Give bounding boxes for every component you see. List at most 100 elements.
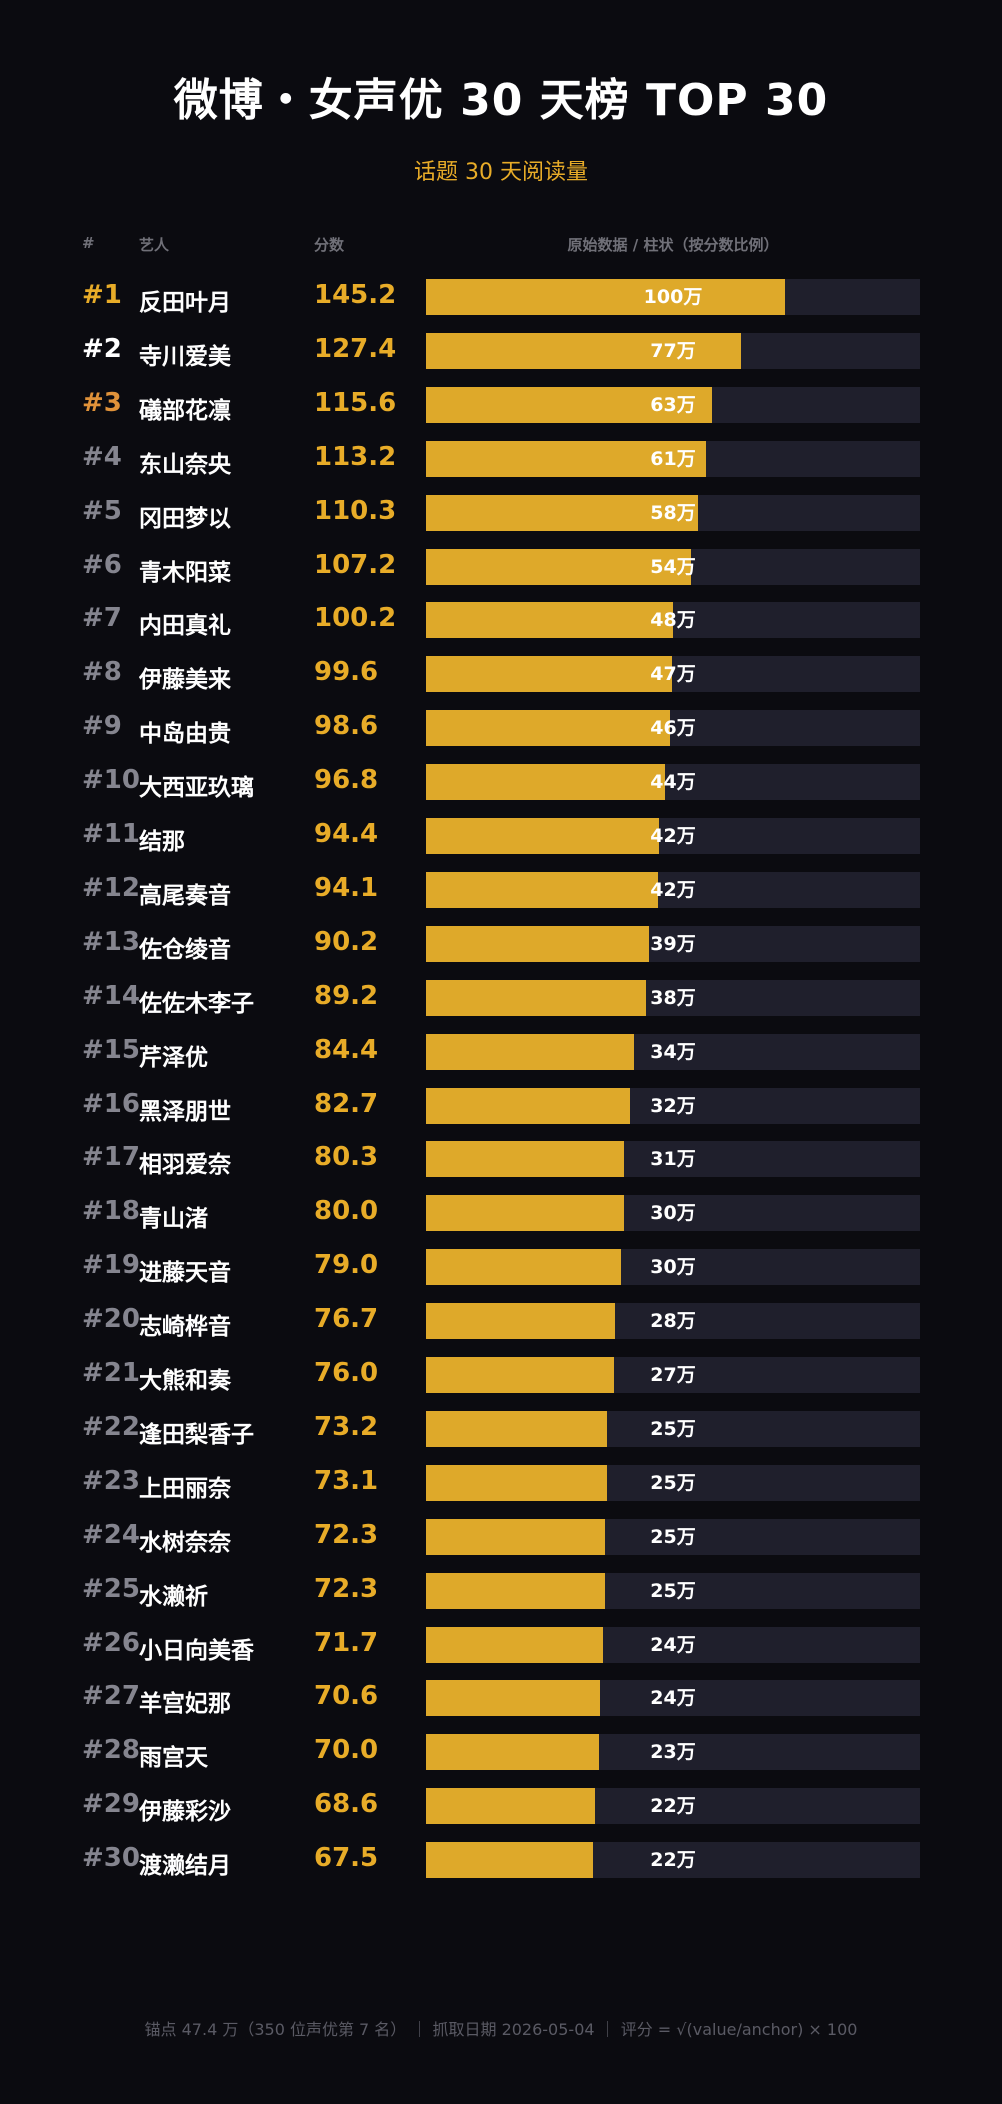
bar-fill — [426, 710, 670, 747]
bar-track: 28万 — [426, 1303, 920, 1340]
bar-track: 24万 — [426, 1626, 920, 1663]
bar-track: 42万 — [426, 818, 920, 854]
table-row: #21 大熊和奏 76.0 27万 — [0, 1348, 1002, 1402]
bar-track: 27万 — [426, 1357, 920, 1393]
table-row: #12 高尾奏音 94.1 42万 — [0, 863, 1002, 917]
raw-data-label: 48万 — [650, 609, 696, 632]
bar-track: 30万 — [426, 1249, 920, 1286]
column-header-rank: # — [82, 234, 95, 252]
bar-fill — [426, 1518, 605, 1555]
rank-label: #22 — [82, 1411, 140, 1442]
score-value: 80.3 — [314, 1142, 379, 1173]
score-value: 73.1 — [314, 1465, 379, 1496]
bar-fill — [426, 1680, 601, 1717]
raw-data-label: 25万 — [650, 1579, 696, 1602]
raw-data-label: 24万 — [650, 1633, 696, 1656]
rank-label: #28 — [82, 1735, 140, 1766]
artist-name: 内田真礼 — [139, 613, 231, 640]
raw-data-label: 100万 — [643, 286, 703, 308]
table-row: #30 渡濑结月 67.5 22万 — [0, 1833, 1002, 1887]
chart-title: 微博・女声优 30 天榜 TOP 30 — [173, 75, 829, 126]
artist-name: 雨宫天 — [139, 1745, 208, 1772]
bar-fill — [426, 1033, 635, 1070]
raw-data-label: 30万 — [650, 1202, 696, 1225]
rank-label: #10 — [82, 765, 140, 796]
rank-label: #8 — [82, 657, 122, 688]
artist-name: 高尾奏音 — [139, 882, 231, 909]
bar-fill — [426, 1572, 605, 1609]
raw-data-label: 22万 — [650, 1849, 696, 1872]
raw-data-label: 25万 — [650, 1417, 696, 1440]
raw-data-label: 32万 — [650, 1094, 696, 1117]
bar-track: 22万 — [426, 1842, 920, 1879]
artist-name: 反田叶月 — [139, 290, 231, 316]
artist-name: 水树奈奈 — [139, 1529, 231, 1556]
table-row: #3 礒部花凛 115.6 63万 — [0, 378, 1002, 432]
bar-fill — [426, 1734, 599, 1771]
artist-name: 大熊和奏 — [139, 1368, 231, 1394]
raw-data-label: 22万 — [650, 1795, 696, 1818]
artist-name: 羊宫妃那 — [139, 1691, 231, 1718]
raw-data-label: 63万 — [650, 393, 696, 416]
raw-data-label: 23万 — [650, 1741, 696, 1764]
table-row: #6 青木阳菜 107.2 54万 — [0, 540, 1002, 594]
table-row: #17 相羽爱奈 80.3 31万 — [0, 1132, 1002, 1186]
bar-fill — [426, 1357, 614, 1393]
bar-track: 39万 — [426, 925, 920, 962]
bar-track: 24万 — [426, 1680, 920, 1717]
raw-data-label: 25万 — [650, 1471, 696, 1494]
score-value: 72.3 — [314, 1573, 379, 1604]
rank-label: #5 — [82, 495, 122, 526]
score-value: 76.0 — [314, 1358, 379, 1388]
bar-fill — [426, 1249, 622, 1286]
artist-name: 小日向美香 — [139, 1637, 254, 1664]
bar-fill — [426, 602, 674, 639]
bar-fill — [426, 871, 659, 908]
artist-name: 青木阳菜 — [139, 559, 231, 586]
bar-track: 32万 — [426, 1087, 920, 1124]
rank-label: #1 — [82, 280, 122, 310]
raw-data-label: 28万 — [650, 1310, 696, 1333]
table-row: #23 上田丽奈 73.1 25万 — [0, 1456, 1002, 1510]
raw-data-label: 25万 — [650, 1525, 696, 1548]
raw-data-label: 34万 — [650, 1040, 696, 1063]
raw-data-label: 42万 — [650, 878, 696, 901]
score-value: 70.0 — [314, 1735, 379, 1766]
artist-name: 大西亚玖璃 — [139, 775, 254, 802]
table-row: #11 结那 94.4 42万 — [0, 809, 1002, 863]
raw-data-label: 30万 — [650, 1256, 696, 1279]
score-value: 82.7 — [314, 1088, 379, 1119]
bar-track: 63万 — [426, 386, 920, 423]
rank-label: #20 — [82, 1304, 140, 1335]
score-value: 79.0 — [314, 1250, 379, 1281]
rank-label: #29 — [82, 1789, 140, 1820]
bar-track: 61万 — [426, 440, 920, 477]
bar-track: 30万 — [426, 1195, 920, 1232]
artist-name: 逢田梨香子 — [139, 1421, 254, 1448]
bar-track: 44万 — [426, 764, 920, 801]
score-value: 76.7 — [314, 1304, 379, 1335]
raw-data-label: 77万 — [650, 339, 696, 362]
artist-name: 芹泽优 — [139, 1044, 208, 1071]
artist-name: 伊藤美来 — [139, 667, 231, 694]
bar-fill — [426, 818, 660, 854]
rank-label: #16 — [82, 1088, 140, 1119]
raw-data-label: 31万 — [650, 1148, 696, 1171]
column-header-score: 分数 — [314, 236, 345, 254]
score-value: 107.2 — [314, 549, 397, 580]
rank-label: #3 — [82, 387, 122, 418]
score-value: 145.2 — [314, 280, 397, 310]
score-value: 67.5 — [314, 1843, 379, 1874]
score-value: 71.7 — [314, 1627, 379, 1658]
score-value: 98.6 — [314, 711, 379, 742]
bar-fill — [426, 1626, 604, 1663]
bar-fill — [426, 925, 649, 962]
artist-name: 中岛由贵 — [139, 721, 231, 748]
bar-track: 34万 — [426, 1033, 920, 1070]
score-value: 115.6 — [314, 387, 397, 418]
column-header-artist: 艺人 — [139, 236, 170, 254]
score-value: 84.4 — [314, 1034, 379, 1065]
raw-data-label: 54万 — [650, 555, 696, 578]
rank-label: #9 — [82, 711, 122, 742]
table-row: #16 黑泽朋世 82.7 32万 — [0, 1079, 1002, 1133]
